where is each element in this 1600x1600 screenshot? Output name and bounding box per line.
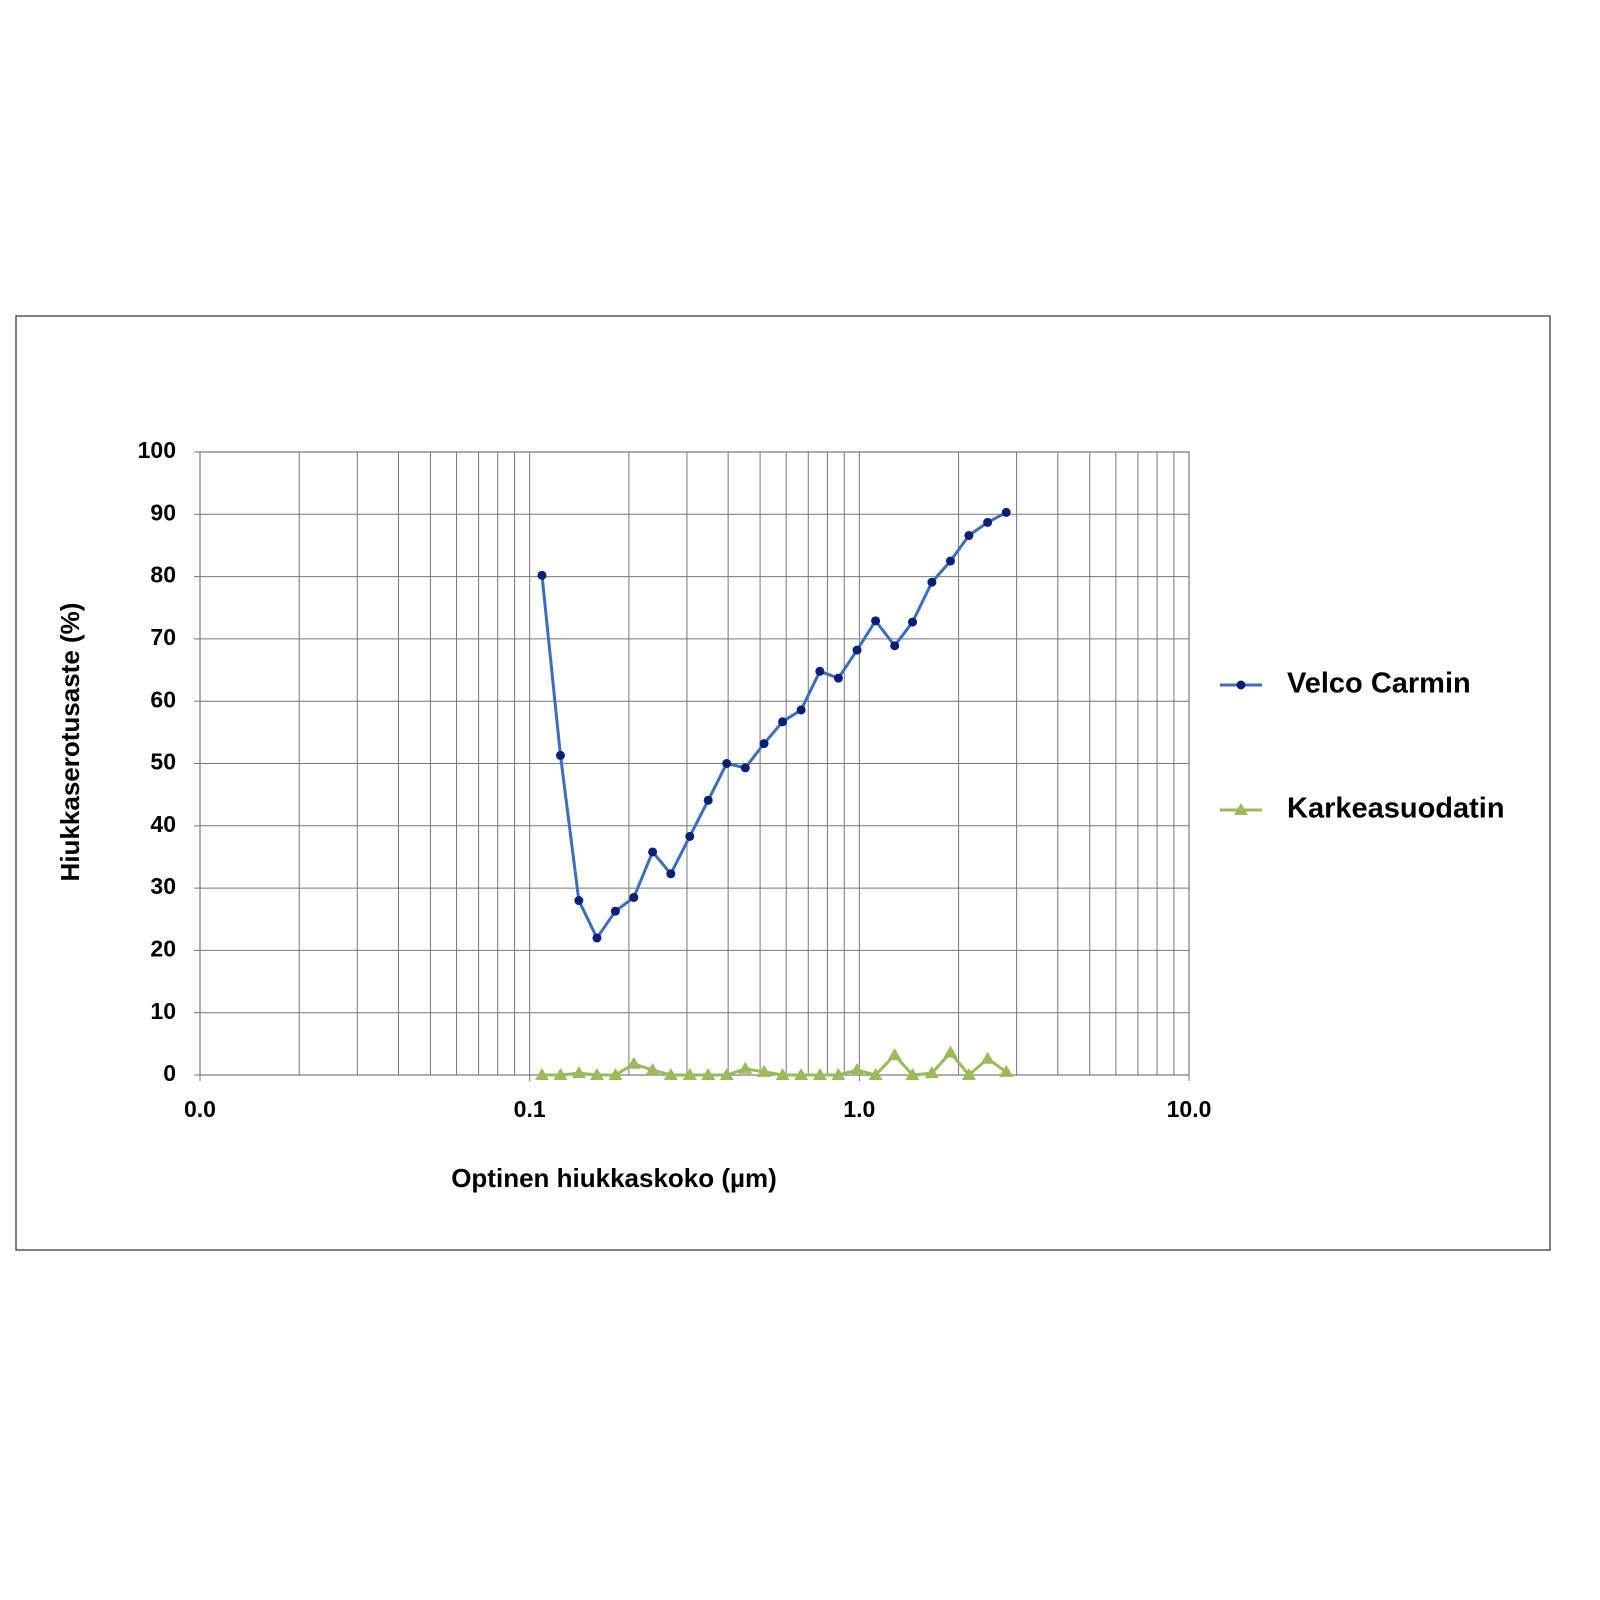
- data-point: [850, 1063, 865, 1076]
- y-tick-label: 90: [150, 499, 176, 525]
- data-point: [1001, 507, 1011, 517]
- data-point: [831, 1068, 846, 1080]
- y-tick-label: 50: [150, 749, 176, 775]
- legend-marker: [1236, 680, 1246, 690]
- data-point: [833, 673, 843, 683]
- legend-label: Velco Carmin: [1287, 668, 1471, 700]
- data-point: [571, 1066, 586, 1079]
- legend-marker: [1234, 803, 1248, 815]
- data-point: [905, 1068, 920, 1080]
- data-point: [759, 739, 769, 749]
- data-point: [626, 1056, 641, 1069]
- y-tick-label: 0: [163, 1060, 176, 1086]
- data-point: [980, 1051, 995, 1064]
- data-point: [719, 1068, 734, 1080]
- legend-label: Karkeasuodatin: [1287, 793, 1505, 825]
- data-point: [964, 530, 974, 540]
- y-tick-label: 30: [150, 873, 176, 899]
- data-point: [553, 1068, 568, 1080]
- y-tick-label: 20: [150, 935, 176, 961]
- data-point: [701, 1068, 716, 1080]
- data-point: [738, 1061, 753, 1074]
- data-point: [645, 1063, 660, 1076]
- data-point: [535, 1068, 550, 1080]
- data-point: [945, 556, 955, 566]
- data-point: [794, 1068, 809, 1080]
- data-point: [961, 1068, 976, 1080]
- x-tick-label: 1.0: [843, 1096, 875, 1122]
- data-point: [663, 1068, 678, 1080]
- data-point: [999, 1064, 1014, 1077]
- data-point: [722, 759, 732, 768]
- data-point: [983, 517, 993, 527]
- data-point: [924, 1066, 939, 1079]
- x-axis-label: Optinen hiukkaskoko (µm): [451, 1163, 777, 1193]
- data-point: [537, 570, 547, 580]
- data-point: [589, 1068, 604, 1080]
- data-point: [868, 1068, 883, 1080]
- y-tick-label: 60: [150, 686, 176, 712]
- series-line: [542, 1050, 1008, 1078]
- data-point: [871, 616, 881, 626]
- data-point: [703, 795, 713, 805]
- data-point: [682, 1068, 697, 1080]
- y-tick-label: 80: [150, 562, 176, 588]
- data-point: [815, 666, 825, 676]
- y-axis-label: Hiukkaserotusaste (%): [55, 603, 85, 882]
- data-point: [555, 750, 565, 760]
- data-point: [812, 1068, 827, 1080]
- data-point: [648, 847, 658, 857]
- data-point: [908, 617, 918, 627]
- data-point: [740, 763, 750, 773]
- chart-frame: [15, 315, 1551, 1251]
- data-point: [778, 717, 788, 727]
- data-point: [685, 831, 695, 841]
- data-point: [574, 896, 584, 906]
- y-tick-label: 40: [150, 811, 176, 837]
- data-point: [887, 1048, 902, 1061]
- y-tick-label: 100: [138, 437, 176, 463]
- legend-item: Karkeasuodatin: [1220, 793, 1505, 825]
- x-tick-label: 10.0: [1167, 1096, 1212, 1122]
- legend-item: Velco Carmin: [1220, 668, 1471, 700]
- data-point: [852, 645, 862, 655]
- data-point: [592, 933, 602, 943]
- x-tick-label: 0.0: [184, 1096, 216, 1122]
- data-point: [890, 641, 900, 651]
- data-point: [775, 1068, 790, 1080]
- data-point: [608, 1068, 623, 1080]
- data-point: [610, 906, 620, 916]
- y-tick-label: 10: [150, 998, 176, 1024]
- data-point: [757, 1064, 772, 1077]
- data-point: [629, 892, 639, 902]
- y-tick-label: 70: [150, 624, 176, 650]
- data-point: [927, 577, 937, 587]
- data-point: [943, 1045, 958, 1058]
- data-point: [796, 705, 806, 715]
- x-tick-label: 0.1: [514, 1096, 546, 1122]
- data-point: [666, 869, 676, 879]
